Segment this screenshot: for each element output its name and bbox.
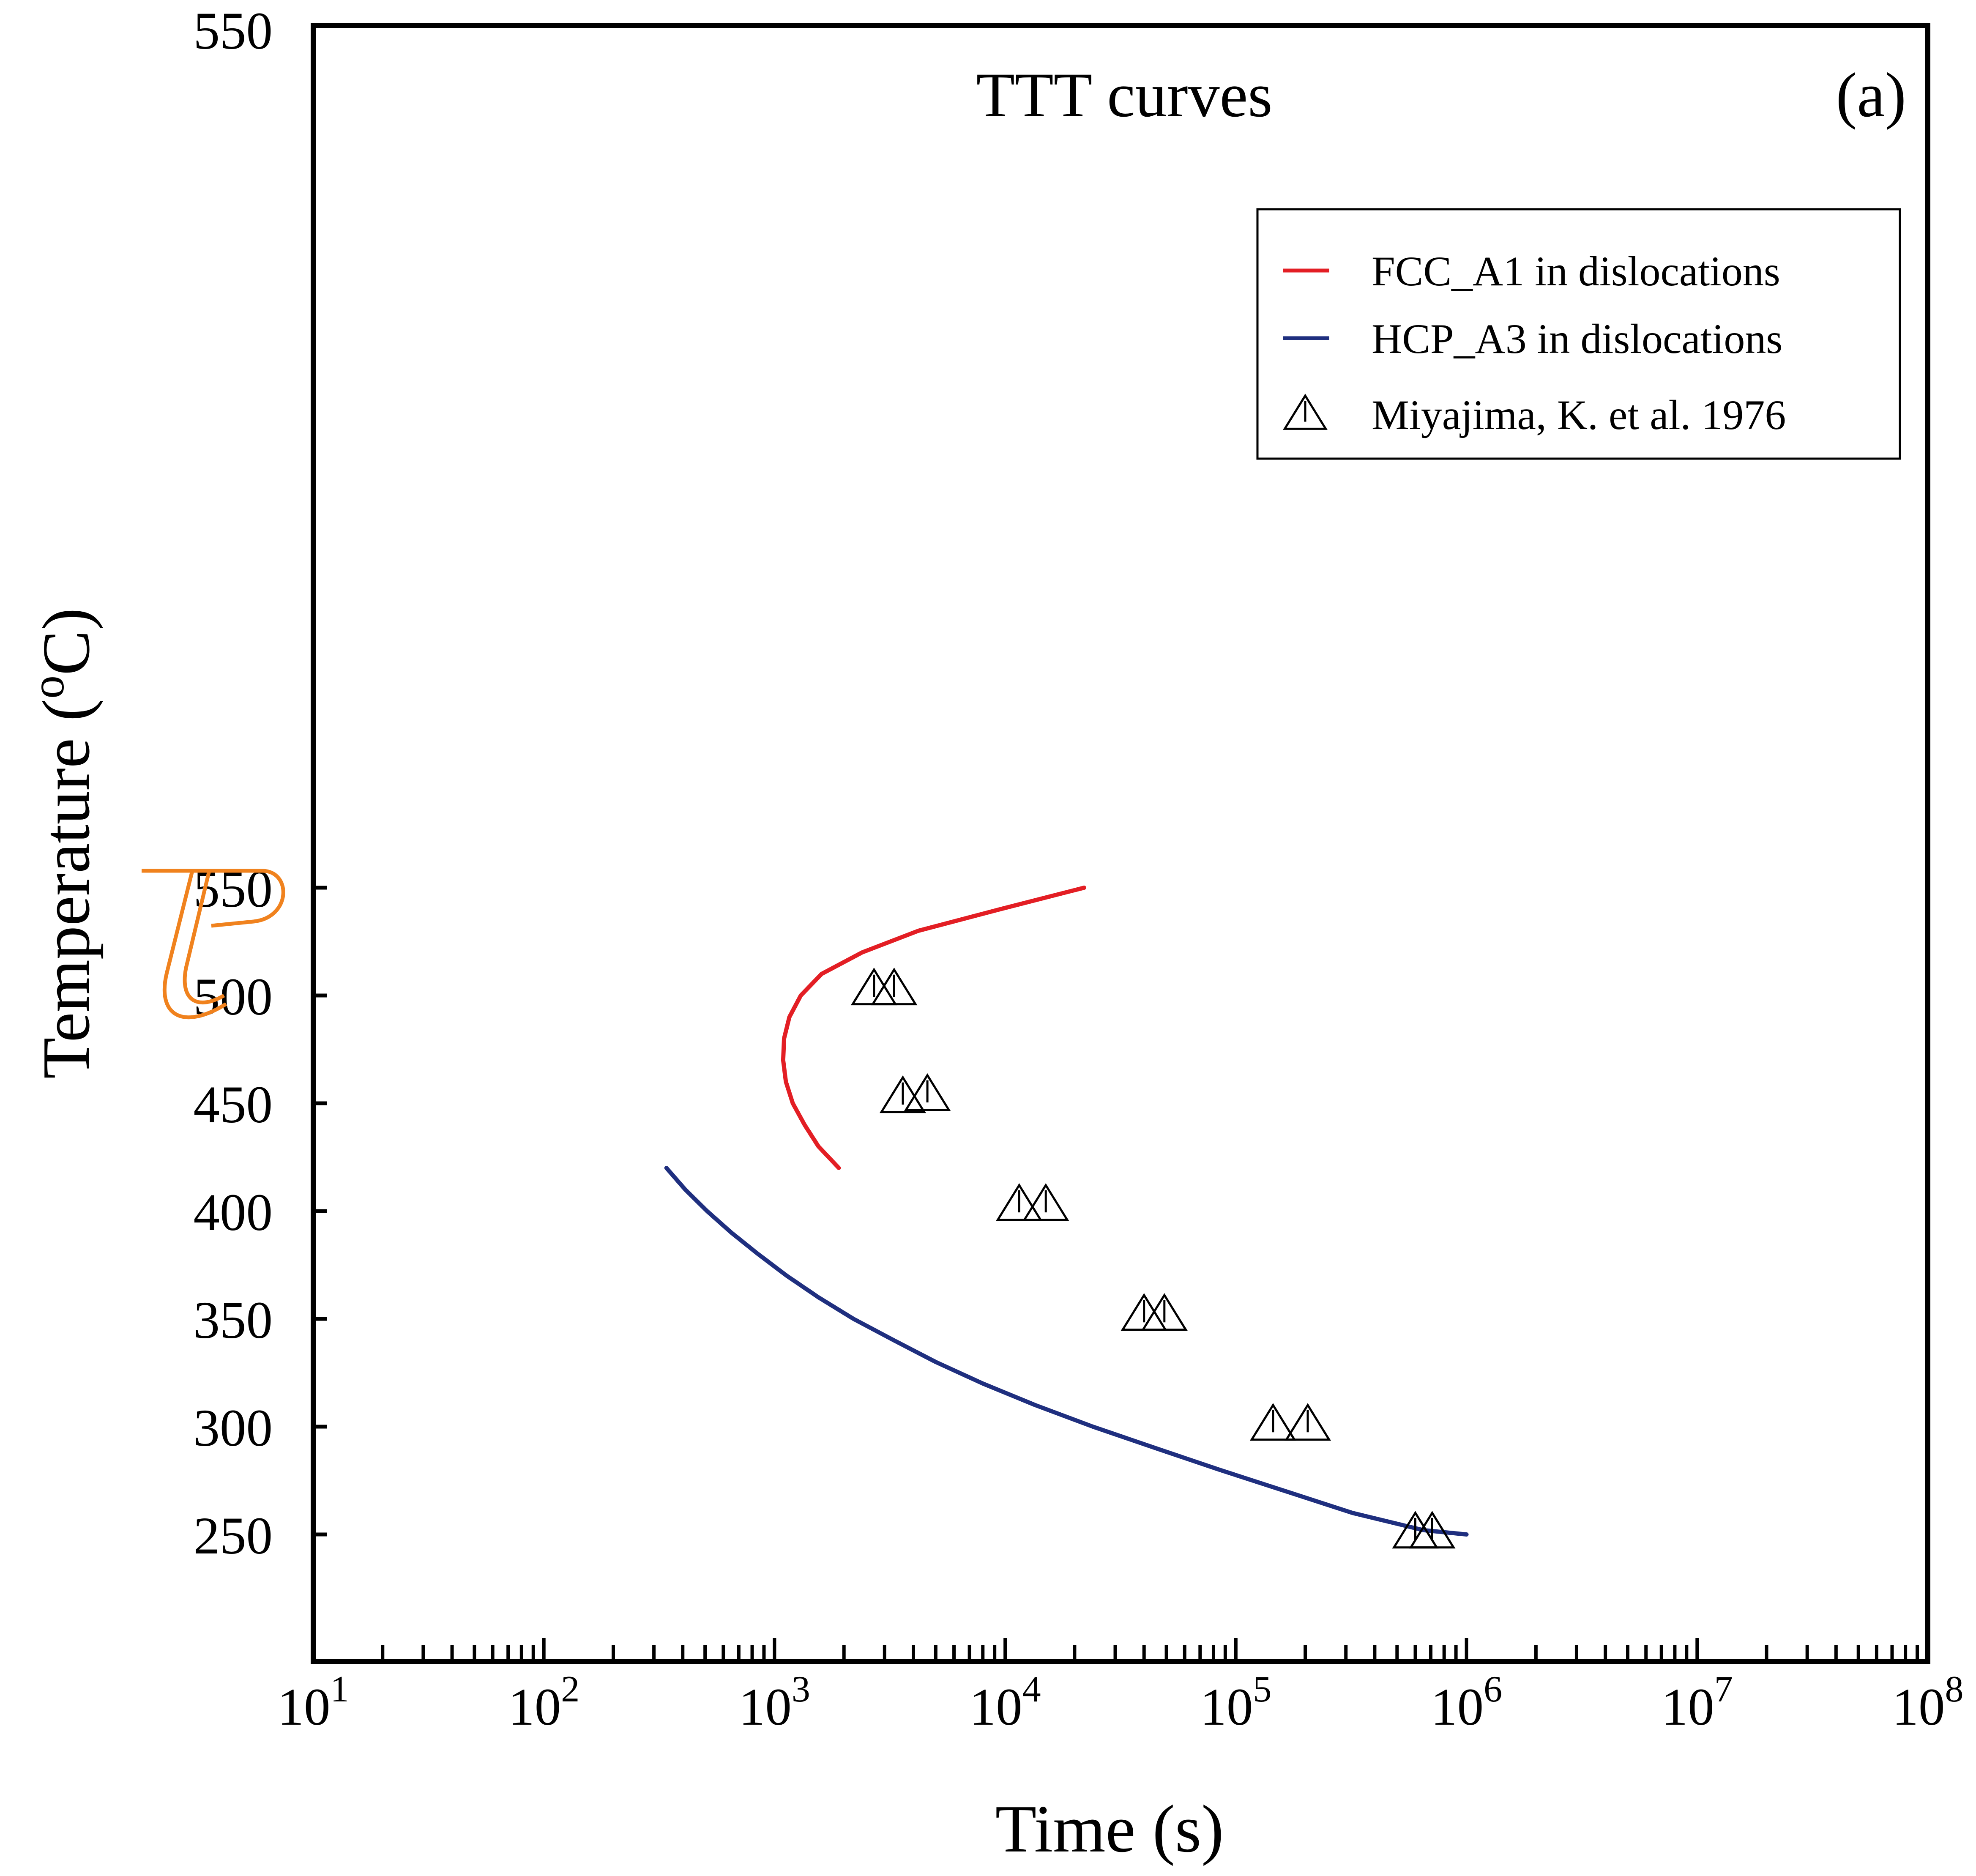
- y-tick-label: 500: [194, 968, 273, 1026]
- legend-triangle-marker: [1283, 394, 1328, 430]
- x-tick-label-exponent: 8: [1945, 1669, 1964, 1710]
- data-point-miyajima: [996, 1183, 1043, 1221]
- data-point-miyajima: [1141, 1293, 1188, 1331]
- data-point-miyajima: [904, 1073, 951, 1111]
- legend-label-fcc: FCC_A1 in dislocations: [1372, 248, 1780, 295]
- x-tick-label: 106: [1431, 1669, 1502, 1737]
- triangle-marker-outline: [1409, 1511, 1456, 1549]
- series-line-hcp: [664, 1166, 1469, 1537]
- legend: FCC_A1 in dislocations HCP_A3 in disloca…: [1256, 208, 1901, 460]
- x-tick-label: 102: [508, 1669, 579, 1737]
- y-tick-label: 450: [194, 1076, 273, 1134]
- x-tick-label-base: 10: [970, 1678, 1022, 1737]
- x-tick-label-base: 10: [1892, 1678, 1945, 1737]
- triangle-marker-outline: [996, 1183, 1043, 1221]
- x-axis-title: Time (s): [995, 1791, 1224, 1866]
- x-tick-label-exponent: 4: [1022, 1669, 1041, 1710]
- x-tick-label-base: 10: [508, 1678, 561, 1737]
- x-tick-label: 101: [278, 1669, 349, 1737]
- y-tick-label: 350: [194, 1291, 273, 1350]
- y-tick-label: 400: [194, 1184, 273, 1242]
- legend-box: [1256, 208, 1901, 460]
- plot-frame: [311, 23, 1930, 1664]
- data-point-miyajima: [1284, 1403, 1331, 1441]
- x-tick-label: 105: [1200, 1669, 1271, 1737]
- y-tick-label: 550: [194, 2, 273, 60]
- y-axis-title-superscript: o: [22, 675, 74, 699]
- publisher-logo: [142, 869, 285, 1020]
- triangle-marker-outline: [1283, 394, 1328, 430]
- x-tick-label: 107: [1662, 1669, 1733, 1737]
- data-point-miyajima: [1022, 1183, 1069, 1221]
- x-tick-label-exponent: 7: [1714, 1669, 1733, 1710]
- triangle-marker-outline: [904, 1073, 951, 1111]
- y-axis-title-main: Temperature (: [28, 699, 104, 1079]
- triangle-marker-outline: [1249, 1403, 1297, 1441]
- chart-title: TTT curves: [976, 60, 1272, 130]
- data-point-miyajima: [879, 1075, 927, 1113]
- x-tick-label-exponent: 1: [331, 1669, 349, 1710]
- legend-label-hcp: HCP_A3 in dislocations: [1372, 315, 1782, 362]
- x-tick-label-base: 10: [1662, 1678, 1714, 1737]
- panel-label: (a): [1836, 60, 1906, 130]
- x-tick-label: 108: [1892, 1669, 1964, 1737]
- x-tick-label-base: 10: [1200, 1678, 1253, 1737]
- x-tick-label-base: 10: [739, 1678, 792, 1737]
- y-tick-label: 300: [194, 1399, 273, 1458]
- triangle-marker-outline: [871, 967, 918, 1006]
- x-tick-label-exponent: 5: [1253, 1669, 1271, 1710]
- series-line-fcc: [781, 886, 1086, 1170]
- logo-stroke-outer: [142, 869, 285, 1020]
- triangle-marker-outline: [879, 1075, 927, 1113]
- x-tick-label-exponent: 3: [792, 1669, 810, 1710]
- x-tick-label-exponent: 2: [561, 1669, 579, 1710]
- legend-marker-triangle: [1283, 394, 1328, 430]
- triangle-marker-outline: [1022, 1183, 1069, 1221]
- data-point-miyajima: [1249, 1403, 1297, 1441]
- triangle-marker-outline: [1141, 1293, 1188, 1331]
- x-tick-label-base: 10: [278, 1678, 331, 1737]
- x-tick-label-base: 10: [1431, 1678, 1484, 1737]
- x-tick-label: 103: [739, 1669, 810, 1737]
- logo-stroke-inner: [183, 870, 225, 1004]
- y-axis-title-unit: C): [28, 608, 104, 675]
- y-axis-title: Temperature (oC): [22, 608, 104, 1079]
- triangle-marker-outline: [1284, 1403, 1331, 1441]
- data-series: [664, 886, 1469, 1549]
- y-tick-label: 250: [194, 1507, 273, 1565]
- legend-label-miyajima: Miyajima, K. et al. 1976: [1372, 391, 1786, 438]
- x-tick-label: 104: [970, 1669, 1041, 1737]
- data-point-miyajima: [1409, 1511, 1456, 1549]
- data-point-miyajima: [871, 967, 918, 1006]
- x-tick-label-exponent: 6: [1484, 1669, 1502, 1710]
